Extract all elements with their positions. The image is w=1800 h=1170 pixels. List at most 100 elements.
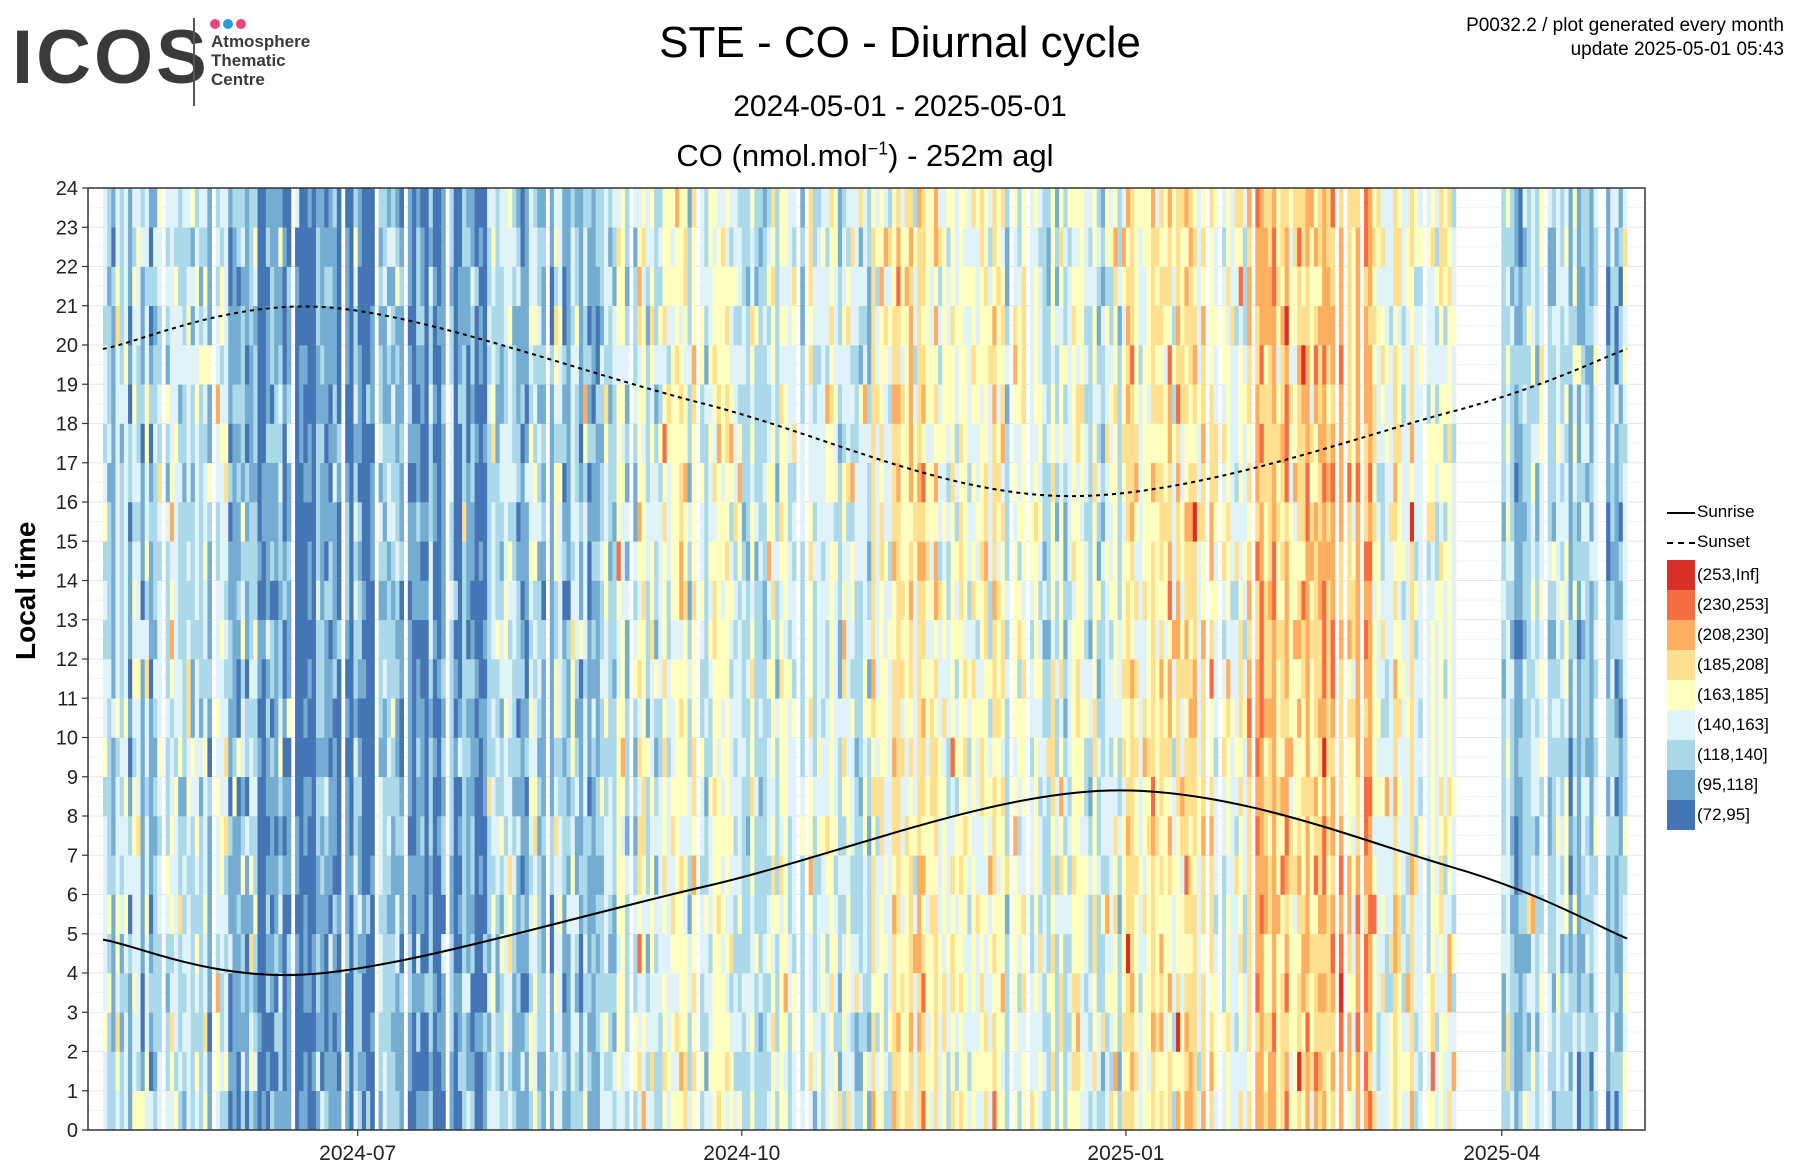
heatmap-cell [328, 619, 334, 660]
heatmap-cell [128, 1051, 133, 1092]
heatmap-cell [537, 619, 542, 660]
heatmap-cell [215, 580, 221, 621]
heatmap-cell [307, 776, 313, 817]
heatmap-cell [988, 384, 993, 424]
heatmap-cell [649, 659, 655, 699]
heatmap-cell [700, 188, 705, 228]
heatmap-cell [307, 227, 313, 267]
heatmap-cell [683, 659, 688, 699]
heatmap-cell [328, 345, 334, 385]
heatmap-cell [194, 816, 200, 856]
heatmap-cell [641, 659, 647, 699]
heatmap-cell [278, 737, 283, 778]
heatmap-cell [624, 462, 630, 503]
heatmap-cell [232, 698, 238, 738]
heatmap-cell [913, 1051, 918, 1092]
heatmap-cell [219, 1090, 225, 1131]
heatmap-cell [386, 423, 392, 464]
heatmap-cell [654, 619, 659, 660]
heatmap-cell [862, 933, 868, 974]
heatmap-cell [123, 345, 129, 385]
heatmap-cell [336, 1012, 342, 1052]
heatmap-cell [311, 580, 317, 621]
heatmap-cell [244, 737, 250, 778]
heatmap-cell [716, 384, 722, 424]
heatmap-cell [574, 502, 580, 542]
heatmap-cell [558, 384, 563, 424]
heatmap-cell [219, 855, 225, 895]
heatmap-cell [591, 619, 597, 660]
heatmap-cell [837, 188, 843, 228]
heatmap-cell [687, 1012, 693, 1052]
heatmap-cell [487, 816, 492, 856]
heatmap-cell [491, 659, 496, 699]
heatmap-cell [173, 1090, 179, 1131]
heatmap-cell [679, 933, 684, 974]
heatmap-cell [136, 816, 141, 856]
heatmap-cell [257, 227, 263, 267]
heatmap-cell [808, 894, 814, 935]
heatmap-cell [996, 933, 1002, 974]
heatmap-cell [879, 855, 885, 895]
heatmap-cell [224, 698, 229, 738]
heatmap-cell [332, 1051, 338, 1092]
heatmap-cell [850, 855, 855, 895]
heatmap-cell [925, 384, 931, 424]
heatmap-cell [115, 541, 121, 581]
heatmap-cell [182, 1012, 187, 1052]
heatmap-cell [942, 305, 947, 346]
heatmap-cell [470, 305, 476, 346]
heatmap-cell [950, 737, 956, 778]
heatmap-cell [495, 502, 501, 542]
heatmap-cell [207, 227, 212, 267]
heatmap-cell [996, 384, 1002, 424]
heatmap-cell [984, 737, 989, 778]
heatmap-cell [416, 1090, 421, 1131]
heatmap-cell [123, 659, 129, 699]
heatmap-cell [148, 227, 154, 267]
heatmap-cell [307, 266, 313, 307]
heatmap-cell [399, 855, 405, 895]
heatmap-cell [950, 305, 956, 346]
heatmap-cell [996, 855, 1002, 895]
heatmap-cell [512, 973, 517, 1013]
heatmap-cell [157, 1012, 162, 1052]
heatmap-cell [462, 266, 467, 307]
heatmap-cell [144, 1090, 150, 1131]
heatmap-cell [925, 619, 931, 660]
heatmap-cell [265, 855, 271, 895]
heatmap-cell [641, 423, 647, 464]
heatmap-cell [996, 816, 1002, 856]
heatmap-cell [123, 502, 129, 542]
heatmap-cell [837, 894, 843, 935]
heatmap-cell [512, 266, 517, 307]
heatmap-cell [441, 384, 446, 424]
heatmap-cell [453, 816, 459, 856]
heatmap-cell [199, 541, 204, 581]
heatmap-cell [992, 227, 997, 267]
heatmap-cell [862, 737, 868, 778]
heatmap-cell [474, 933, 480, 974]
heatmap-cell [537, 1012, 542, 1052]
heatmap-cell [520, 266, 526, 307]
heatmap-cell [578, 384, 584, 424]
heatmap-cell [879, 894, 885, 935]
heatmap-cell [453, 502, 459, 542]
heatmap-cell [871, 462, 876, 503]
heatmap-cell [779, 580, 784, 621]
heatmap-cell [683, 1051, 688, 1092]
heatmap-cell [315, 1012, 321, 1052]
heatmap-cell [787, 737, 793, 778]
heatmap-cell [503, 462, 509, 503]
heatmap-cell [186, 737, 192, 778]
heatmap-cell [812, 541, 818, 581]
heatmap-cell [432, 776, 438, 817]
heatmap-cell [232, 619, 238, 660]
heatmap-cell [203, 659, 208, 699]
heatmap-cell [929, 266, 935, 307]
heatmap-cell [107, 1090, 112, 1131]
heatmap-cell [165, 541, 171, 581]
heatmap-cell [265, 227, 271, 267]
heatmap-cell [758, 1051, 764, 1092]
heatmap-cell [670, 384, 676, 424]
